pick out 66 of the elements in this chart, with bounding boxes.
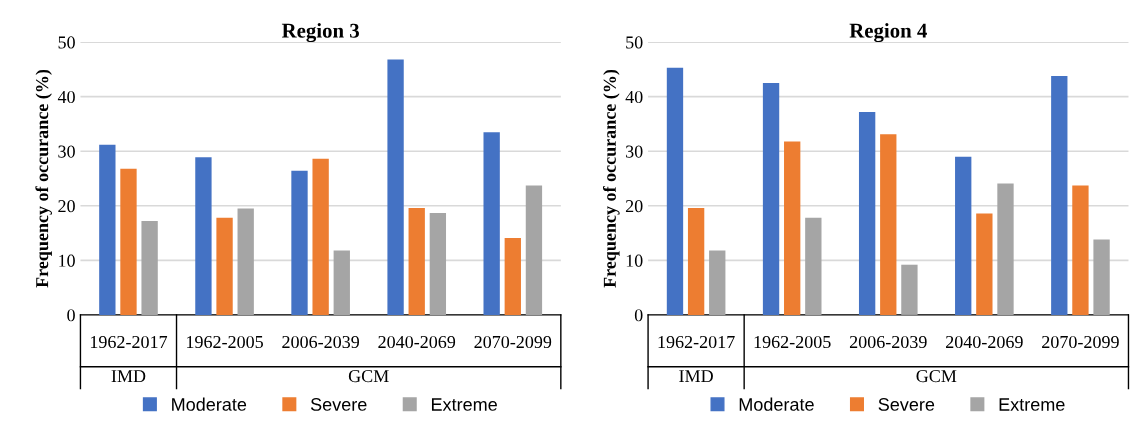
y-tick-label: 30 [58, 145, 75, 158]
bar [387, 59, 404, 315]
bar [216, 217, 233, 315]
x-tick-label: 1962-2005 [187, 335, 263, 349]
y-tick-label: 50 [626, 36, 643, 49]
legend-label: Moderate [172, 397, 247, 411]
bar [525, 185, 543, 315]
y-tick-label: 10 [626, 254, 643, 267]
y-tick-label: 20 [58, 200, 75, 213]
bar [312, 158, 329, 315]
bar [976, 213, 993, 315]
legend-label: Severe [310, 398, 367, 411]
bar [1051, 75, 1068, 315]
text: GCM [916, 370, 957, 383]
bar [429, 212, 447, 315]
bar [858, 111, 876, 315]
bar [762, 83, 780, 315]
y-axis-title: Frequency of occurance (%) [603, 69, 620, 288]
legend-label: Severe [878, 398, 935, 411]
bar [666, 67, 684, 315]
legend-label: Moderate [739, 397, 814, 411]
bar [955, 156, 972, 315]
bar [805, 217, 822, 315]
chart-title: Region 4 [849, 23, 927, 43]
y-tick-label: 0 [634, 309, 643, 322]
y-axis-title: Frequency of occurance (%) [35, 69, 52, 288]
x-tick-label: 2040-2069 [378, 335, 456, 349]
x-tick-label: 2006-2039 [849, 335, 927, 349]
bar [709, 250, 726, 315]
x-tick-label: 1962-2005 [754, 335, 831, 349]
bar [901, 264, 918, 315]
text: GCM [348, 370, 389, 383]
bar [237, 208, 254, 315]
bar [99, 144, 116, 315]
bar [1093, 239, 1110, 315]
text: IMD [111, 370, 146, 383]
bar [880, 134, 897, 315]
x-tick-label: 2040-2069 [946, 335, 1023, 349]
bar [784, 141, 801, 315]
bar [333, 250, 350, 315]
y-tick-label: 40 [57, 90, 75, 104]
bar [997, 183, 1014, 315]
x-tick-label: 1962-2017 [90, 335, 168, 349]
bar [504, 237, 521, 315]
bar [1072, 185, 1089, 315]
bar [141, 221, 158, 315]
bar [687, 207, 705, 315]
bar [291, 170, 308, 315]
x-tick-label: 2070-2099 [474, 335, 552, 349]
bar [408, 207, 425, 315]
y-tick-label: 40 [625, 90, 643, 104]
y-tick-label: 10 [59, 254, 75, 267]
x-tick-label: 2070-2099 [1042, 335, 1119, 349]
bar [483, 132, 500, 315]
y-tick-label: 20 [625, 200, 643, 213]
y-tick-label: 0 [67, 309, 75, 322]
x-tick-label: 2006-2039 [282, 335, 360, 349]
legend-label: Extreme [999, 398, 1065, 411]
legend-label: Extreme [431, 398, 497, 411]
x-tick-label: 1962-2017 [658, 335, 735, 349]
y-tick-label: 50 [58, 36, 75, 49]
bar [120, 168, 137, 315]
y-tick-label: 30 [626, 145, 643, 158]
chart-title: Region 3 [281, 23, 359, 43]
bar [195, 157, 212, 315]
text: IMD [679, 370, 713, 383]
